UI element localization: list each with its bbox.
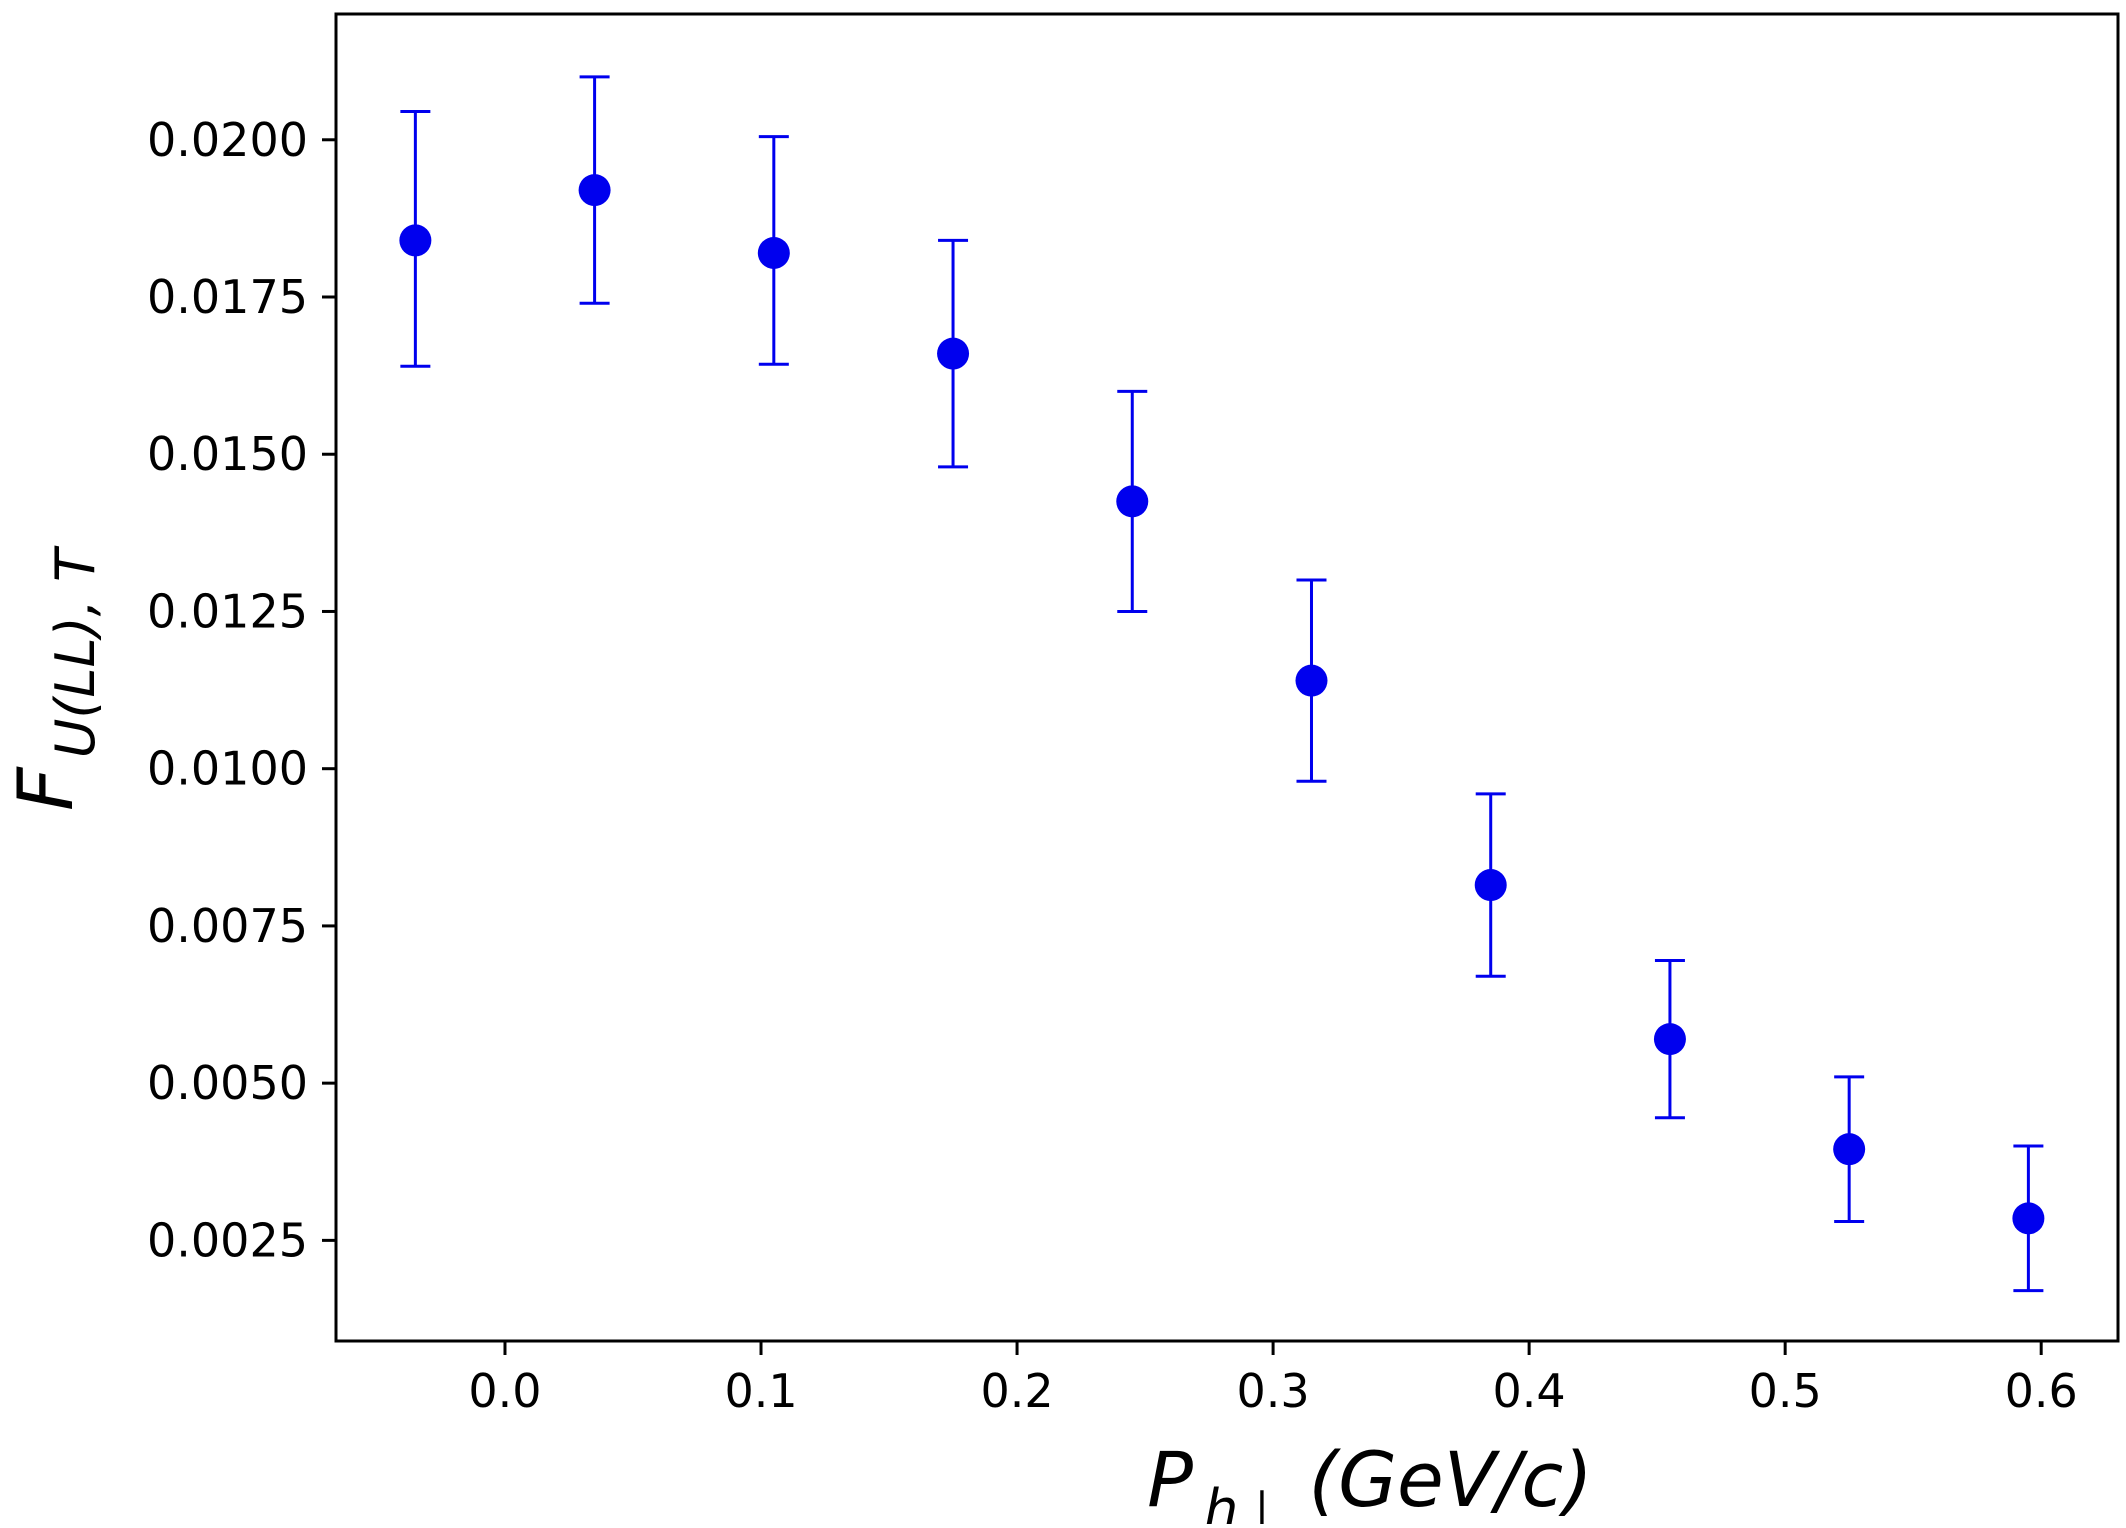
x-axis-label-subscript: h⊥ <box>1204 1478 1285 1524</box>
x-axis-label-units: (GeV/c) <box>1308 1435 1592 1524</box>
data-point <box>578 174 611 207</box>
data-point <box>1653 1023 1686 1056</box>
series-data-points <box>399 75 2045 1293</box>
x-tick-label: 0.1 <box>724 1364 797 1418</box>
y-axis-label: F U(LL), T <box>1 545 107 811</box>
x-tick-label: 0.3 <box>1237 1364 1310 1418</box>
y-tick-label: 0.0050 <box>147 1056 308 1110</box>
data-point <box>1116 485 1149 518</box>
y-tick-label: 0.0100 <box>147 742 308 796</box>
data-point <box>2012 1202 2045 1235</box>
data-point <box>757 236 790 269</box>
x-tick-label: 0.4 <box>1493 1364 1566 1418</box>
y-tick-label: 0.0125 <box>147 584 308 638</box>
x-axis-label: P h⊥ (GeV/c) <box>1147 1435 1593 1524</box>
data-point <box>937 337 970 370</box>
y-tick-label: 0.0200 <box>147 113 308 167</box>
data-point <box>399 224 432 257</box>
x-axis-label-main: P <box>1147 1435 1193 1524</box>
plot-frame <box>334 12 2120 1343</box>
y-ticks: 0.0025 0.0050 0.0075 0.0100 0.0125 0.0150 0.01… <box>147 113 336 1267</box>
x-tick-label: 0.2 <box>980 1364 1053 1418</box>
y-axis-label-subscript: U(LL), T <box>44 545 107 758</box>
y-tick-label: 0.0150 <box>147 427 308 481</box>
y-tick-label: 0.0075 <box>147 899 308 953</box>
data-point <box>1833 1133 1866 1166</box>
x-tick-label: 0.6 <box>2005 1364 2078 1418</box>
x-ticks: 0.0 0.1 0.2 0.3 0.4 0.5 0.6 <box>468 1341 2078 1418</box>
y-axis-label-main: F <box>1 766 90 811</box>
data-point <box>1295 664 1328 697</box>
y-tick-label: 0.0025 <box>147 1213 308 1267</box>
x-tick-label: 0.5 <box>1749 1364 1822 1418</box>
data-point <box>1474 869 1507 902</box>
x-tick-label: 0.0 <box>468 1364 541 1418</box>
y-tick-label: 0.0175 <box>147 270 308 324</box>
